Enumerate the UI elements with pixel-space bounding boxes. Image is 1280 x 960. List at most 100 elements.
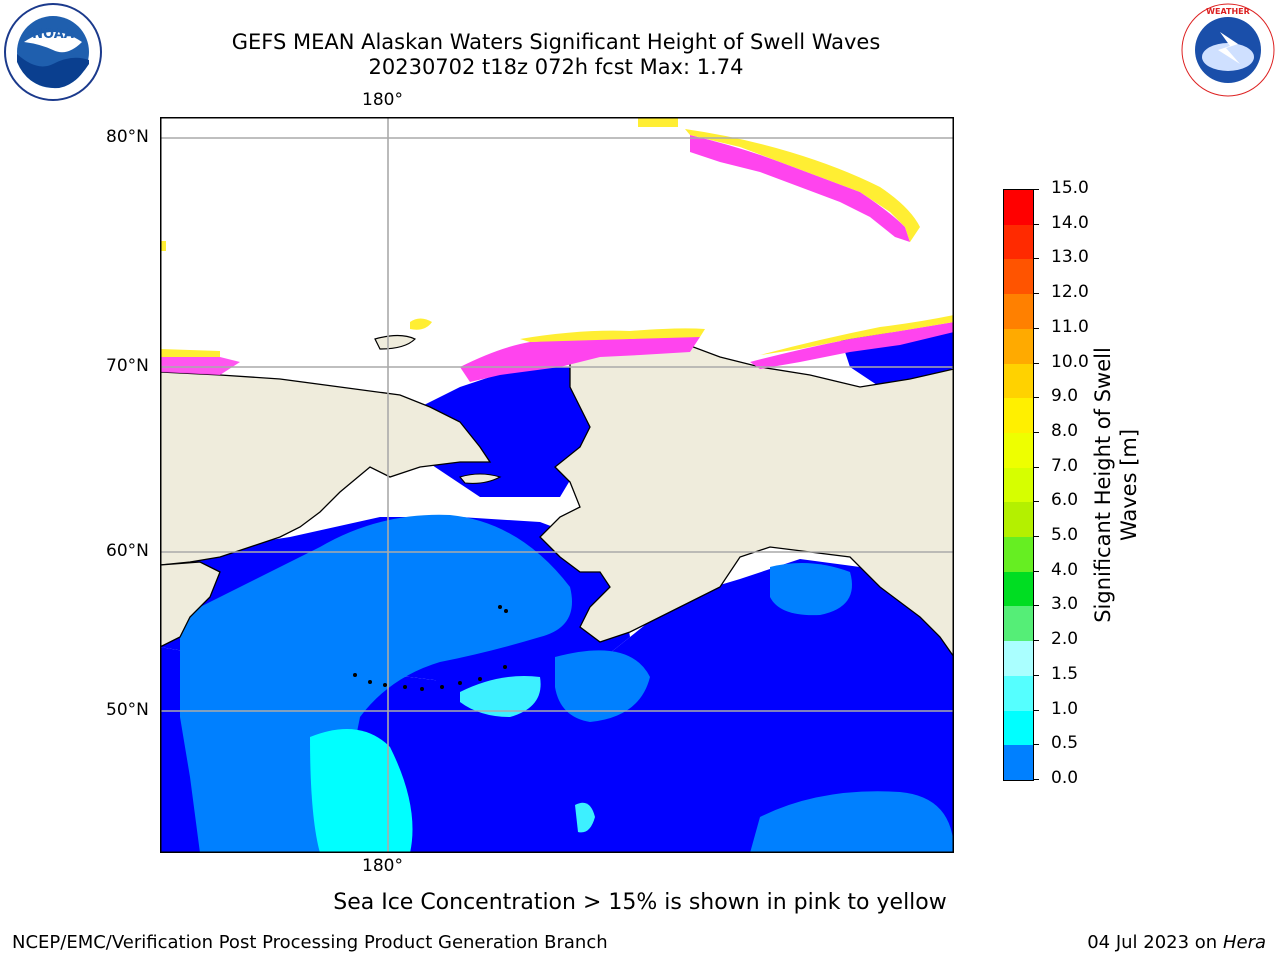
colorbar-tick-mark [1033, 466, 1039, 468]
colorbar-tick-mark [1033, 640, 1039, 642]
map-gridlines [160, 117, 954, 853]
colorbar-segment [1004, 641, 1033, 677]
chart-subtitle: 20230702 t18z 072h fcst Max: 1.74 [368, 55, 744, 79]
footer-date: 04 Jul 2023 on [1087, 932, 1223, 953]
colorbar [1003, 189, 1034, 781]
colorbar-tick-mark [1033, 258, 1039, 260]
colorbar-segment [1004, 190, 1033, 226]
colorbar-tick-mark [1033, 779, 1039, 780]
colorbar-tick-label: 4.0 [1051, 559, 1079, 580]
colorbar-segment [1004, 328, 1033, 365]
colorbar-tick-mark [1033, 431, 1039, 433]
footer-host: Hera [1222, 932, 1266, 953]
colorbar-segment [1004, 224, 1033, 260]
chukchi-blue [400, 367, 600, 497]
land-st-lawrence-island [459, 473, 502, 484]
colorbar-title-line2: Waves [m] [1117, 428, 1141, 542]
sea-ice-note: Sea Ice Concentration > 15% is shown in … [333, 890, 947, 915]
colorbar-tick-label: 9.0 [1051, 386, 1079, 407]
colorbar-tick-mark [1033, 605, 1039, 607]
land-kamchatka [160, 561, 221, 648]
colorbar-segment [1004, 294, 1033, 330]
swell-high-south-patch [575, 802, 595, 833]
footer-right: 04 Jul 2023 on Hera [1087, 932, 1266, 953]
sea-ice-island-patch [410, 318, 432, 330]
sea-ice-west [160, 357, 240, 375]
swell-mid-aleutian [555, 650, 650, 722]
lon-label-top: 180° [362, 90, 403, 110]
sea-ice-arctic-yellow [685, 129, 920, 242]
footer-left: NCEP/EMC/Verification Post Processing Pr… [12, 932, 608, 953]
colorbar-title: Significant Height of Swell Waves [m] [1090, 347, 1142, 623]
sea-ice-chukchi-yellow [520, 328, 705, 342]
colorbar-tick-mark [1033, 536, 1039, 538]
colorbar-tick-label: 14.0 [1051, 212, 1089, 233]
colorbar-tick-mark [1033, 223, 1039, 225]
colorbar-tick-mark [1033, 709, 1039, 711]
noaa-logo: NOAA [4, 3, 102, 101]
lat-label-70: 70°N [106, 356, 149, 376]
colorbar-tick-label: 8.0 [1051, 420, 1079, 441]
map-frame [160, 117, 954, 853]
lon-label-bottom: 180° [362, 856, 403, 876]
colorbar-tick-label: 1.0 [1051, 698, 1079, 719]
colorbar-tick-label: 6.0 [1051, 490, 1079, 511]
colorbar-tick-mark [1033, 674, 1039, 676]
colorbar-segment [1004, 537, 1033, 573]
colorbar-title-line1: Significant Height of Swell [1091, 347, 1115, 623]
sea-ice-west-yellow [160, 349, 220, 357]
colorbar-tick-mark [1033, 570, 1039, 572]
colorbar-tick-label: 12.0 [1051, 282, 1089, 303]
sea-ice-beaufort [750, 322, 954, 369]
colorbar-segment [1004, 398, 1033, 434]
colorbar-segment [1004, 259, 1033, 295]
colorbar-tick-label: 1.5 [1051, 663, 1079, 684]
colorbar-segment [1004, 675, 1033, 712]
colorbar-segment [1004, 363, 1033, 399]
colorbar-segment [1004, 606, 1033, 642]
sea-ice-beaufort-yellow [760, 315, 954, 355]
aleutian-islands [353, 605, 508, 691]
colorbar-tick-mark [1033, 293, 1039, 295]
colorbar-tick-label: 7.0 [1051, 455, 1079, 476]
colorbar-segment [1004, 432, 1033, 469]
sea-ice-arctic [690, 135, 910, 242]
colorbar-tick-label: 15.0 [1051, 178, 1089, 198]
swell-high-aleutian [460, 676, 541, 717]
lat-label-60: 60°N [106, 541, 149, 561]
nws-logo: WEATHER [1181, 3, 1275, 97]
colorbar-tick-label: 10.0 [1051, 351, 1089, 372]
colorbar-segment [1004, 571, 1033, 607]
land-alaska [539, 341, 954, 659]
colorbar-tick-mark [1033, 501, 1039, 503]
colorbar-tick-label: 13.0 [1051, 247, 1089, 268]
svg-text:NOAA: NOAA [32, 27, 74, 42]
colorbar-tick-label: 11.0 [1051, 316, 1089, 337]
colorbar-tick-label: 2.0 [1051, 629, 1079, 650]
lat-label-80: 80°N [106, 127, 149, 147]
colorbar-segment [1004, 502, 1033, 538]
colorbar-segment [1004, 467, 1033, 503]
colorbar-tick-label: 0.0 [1051, 768, 1079, 788]
colorbar-tick-label: 5.0 [1051, 525, 1079, 546]
colorbar-segment [1004, 710, 1033, 746]
chart-title: GEFS MEAN Alaskan Waters Significant Hei… [231, 30, 881, 54]
colorbar-segment [1004, 745, 1033, 781]
colorbar-tick-mark [1033, 397, 1039, 399]
sea-ice-left-patch [160, 241, 166, 251]
swell-mid-gulf [770, 563, 852, 616]
colorbar-tick-label: 3.0 [1051, 594, 1079, 615]
colorbar-tick-mark [1033, 744, 1039, 746]
svg-text:WEATHER: WEATHER [1206, 7, 1250, 16]
swell-high-west [310, 729, 413, 853]
colorbar-tick-mark [1033, 189, 1039, 190]
swell-mid-west [180, 514, 572, 853]
sea-ice-top-patch [638, 117, 678, 127]
alaska-swell-map [160, 117, 954, 853]
colorbar-tick-mark [1033, 327, 1039, 329]
lat-label-50: 50°N [106, 700, 149, 720]
swell-mid-south [750, 791, 954, 853]
colorbar-tick-mark [1033, 362, 1039, 364]
colorbar-tick-label: 0.5 [1051, 733, 1079, 754]
colorbar-ticks: 15.0 14.0 13.0 12.0 11.0 10.0 9.0 8.0 7.0 6.0 5.0 4… [1033, 178, 1093, 788]
